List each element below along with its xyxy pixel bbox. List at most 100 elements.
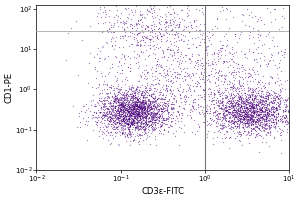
Point (147, 99, 152, 102)
Point (153, 112, 158, 115)
Point (145, 70, 150, 73)
Point (163, 104, 168, 107)
Point (154, 143, 158, 146)
Point (190, 53, 194, 56)
Point (240, 102, 244, 105)
Point (134, 23, 138, 27)
Point (250, 88, 255, 91)
Point (137, 139, 142, 143)
Point (206, 98, 211, 101)
Point (158, 113, 163, 117)
Point (250, 67, 254, 70)
Point (142, 104, 147, 107)
Point (138, 123, 143, 126)
Point (142, 100, 147, 104)
Point (261, 115, 266, 118)
Point (136, 118, 140, 122)
Point (223, 32, 228, 35)
Point (246, 107, 250, 110)
Point (115, 121, 120, 124)
Point (124, 79, 129, 82)
Point (240, 123, 245, 126)
Point (103, 114, 108, 118)
Point (130, 119, 135, 123)
Point (108, 143, 112, 146)
Point (126, 101, 131, 104)
Point (245, 101, 250, 104)
Point (240, 106, 244, 110)
Point (97, 82, 102, 85)
Point (245, 115, 250, 118)
Point (121, 110, 126, 114)
Point (133, 114, 138, 118)
Point (184, 12, 189, 15)
Point (238, 113, 242, 116)
Point (120, 97, 125, 100)
Point (228, 93, 233, 96)
Point (214, 97, 219, 100)
Point (227, 111, 232, 114)
Point (227, 110, 232, 113)
Point (100, 83, 105, 86)
Point (130, 111, 135, 114)
Point (250, 117, 255, 120)
Point (258, 52, 263, 55)
Point (258, 16, 262, 19)
Point (249, 130, 254, 133)
Point (265, 112, 270, 115)
Point (116, 114, 121, 117)
Point (250, 127, 255, 130)
Point (203, 61, 208, 64)
Point (122, 20, 127, 23)
Point (145, 109, 149, 112)
Point (138, 126, 143, 130)
Point (219, 69, 224, 73)
Point (131, 121, 136, 124)
Point (224, 6, 228, 9)
Point (218, 74, 223, 77)
Point (105, 116, 110, 120)
Point (121, 118, 126, 121)
Point (118, 102, 122, 105)
Point (157, 109, 161, 112)
Point (208, 117, 213, 120)
Point (244, 95, 249, 99)
Point (192, 63, 197, 66)
Point (130, 96, 135, 99)
Point (143, 57, 148, 60)
Point (230, 103, 234, 106)
Point (216, 57, 220, 60)
Point (263, 114, 268, 117)
Point (116, 113, 121, 116)
Point (94, 123, 99, 126)
Point (142, 106, 146, 109)
Point (281, 108, 286, 112)
Point (225, 101, 230, 104)
Point (240, 109, 245, 112)
Point (154, 66, 158, 69)
Point (128, 108, 133, 111)
Point (230, 104, 235, 107)
Point (129, 96, 134, 100)
Point (209, 43, 214, 46)
Point (120, 100, 125, 104)
Point (94, 76, 99, 80)
Point (116, 87, 121, 90)
Point (120, 101, 125, 105)
Point (134, 107, 139, 110)
Point (166, 33, 171, 36)
Point (110, 44, 115, 47)
Point (268, 20, 273, 24)
Point (272, 110, 276, 113)
Point (245, 107, 250, 110)
Point (260, 95, 265, 98)
Point (249, 120, 254, 123)
Point (133, 107, 137, 110)
Point (220, 92, 225, 95)
Point (232, 120, 237, 124)
Point (113, 130, 118, 133)
Point (133, 102, 137, 105)
Point (207, 108, 212, 111)
Point (260, 116, 265, 120)
Point (119, 29, 124, 32)
